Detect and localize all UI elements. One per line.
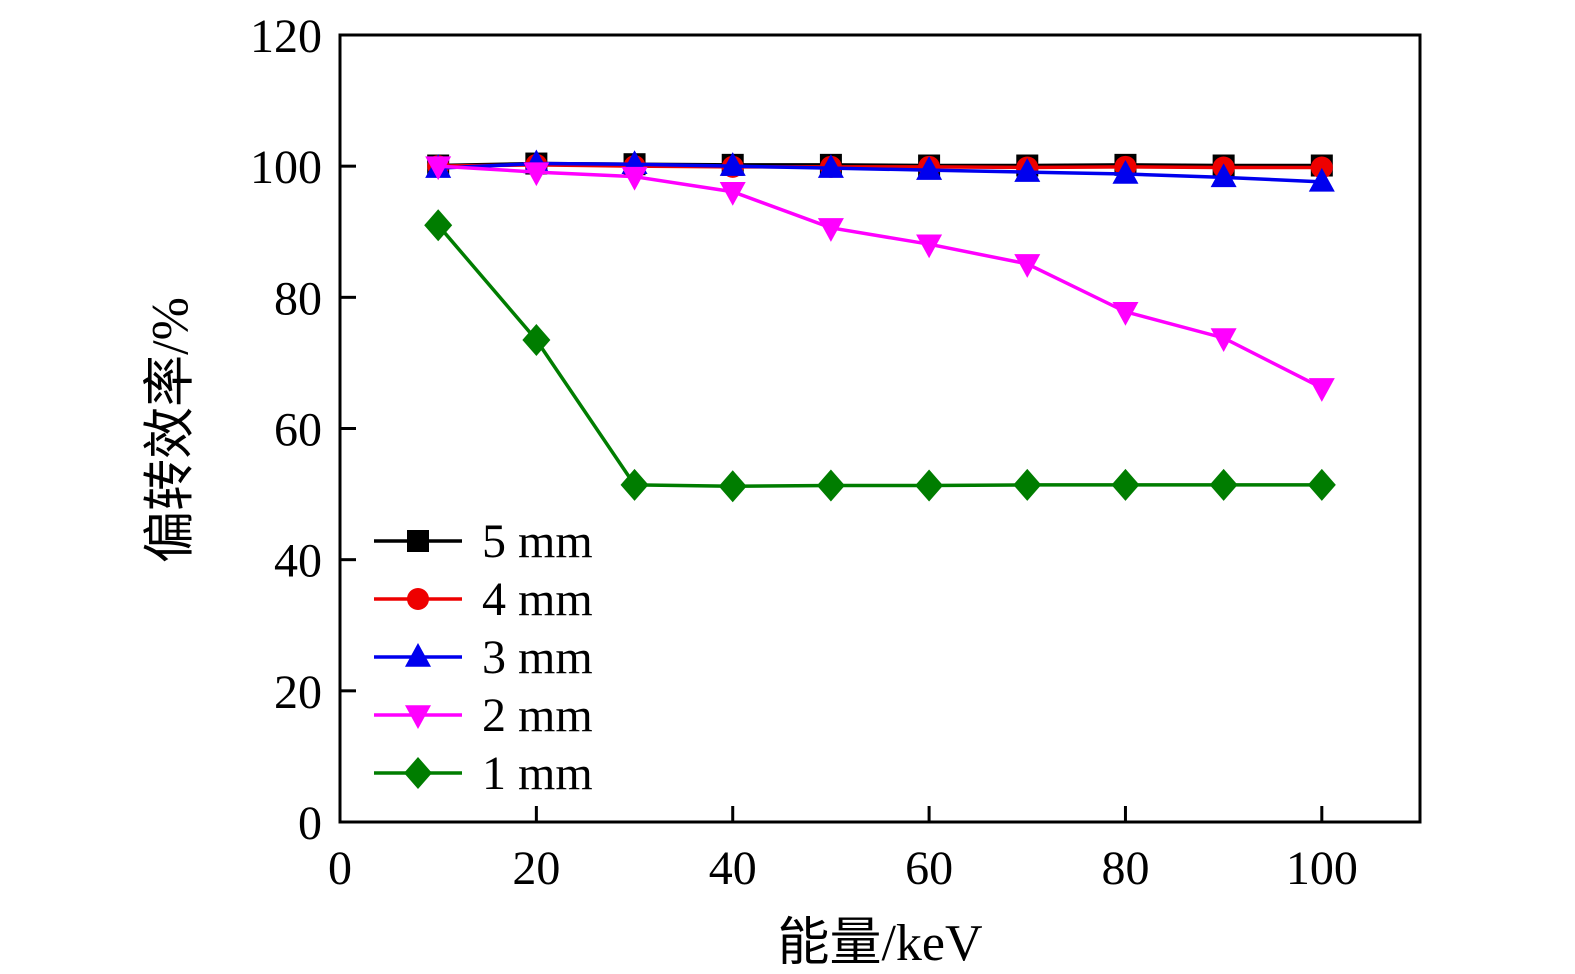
x-tick-label: 60 xyxy=(905,842,953,895)
marker-triangle-up xyxy=(1014,158,1041,182)
marker-diamond xyxy=(1111,468,1140,501)
legend-marker-triangle-up xyxy=(374,643,462,667)
y-tick-label: 20 xyxy=(274,666,322,719)
marker-diamond xyxy=(522,323,551,356)
legend: 5 mm 4 mm 3 mm 2 mm 1 mm xyxy=(372,512,593,802)
series-line xyxy=(436,224,1322,488)
legend-marker-triangle-down xyxy=(374,705,462,729)
y-tick-label: 40 xyxy=(274,535,322,588)
marker-triangle-down xyxy=(425,156,452,181)
y-tick-label: 80 xyxy=(274,272,322,325)
marker-triangle-down xyxy=(1112,302,1139,326)
x-axis-label: 能量/keV xyxy=(777,915,983,972)
marker-diamond xyxy=(404,757,432,789)
marker-diamond xyxy=(1307,468,1336,501)
marker-triangle-up xyxy=(405,643,431,667)
legend-item-2-mm: 2 mm xyxy=(372,686,593,744)
marker-circle xyxy=(407,588,429,610)
legend-label: 4 mm xyxy=(482,572,593,626)
marker-diamond xyxy=(424,209,453,242)
marker-triangle-up xyxy=(916,156,943,180)
x-tick-label: 0 xyxy=(328,842,352,895)
marker-triangle-up xyxy=(1308,167,1335,192)
series-line xyxy=(438,161,1322,184)
marker-triangle-down xyxy=(1210,328,1237,352)
legend-marker-square xyxy=(374,530,462,552)
legend-label: 5 mm xyxy=(482,514,593,568)
y-tick-label: 100 xyxy=(250,141,322,194)
marker-diamond xyxy=(620,468,649,501)
series-1-mm xyxy=(424,209,1336,503)
marker-triangle-up xyxy=(817,154,844,178)
marker-triangle-down xyxy=(719,181,746,206)
marker-triangle-down xyxy=(405,705,431,729)
marker-triangle-down xyxy=(1014,254,1041,278)
legend-item-1-mm: 1 mm xyxy=(372,744,593,802)
legend-item-3-mm: 3 mm xyxy=(372,628,593,686)
legend-label: 2 mm xyxy=(482,688,593,742)
marker-diamond xyxy=(915,469,944,502)
marker-triangle-down xyxy=(817,218,844,242)
marker-triangle-down xyxy=(523,162,550,187)
x-tick-label: 20 xyxy=(512,842,560,895)
x-tick-label: 100 xyxy=(1286,842,1358,895)
x-tick-label: 40 xyxy=(709,842,757,895)
legend-marker-circle xyxy=(374,588,462,610)
marker-diamond xyxy=(718,470,747,503)
legend-label: 1 mm xyxy=(482,746,593,800)
series-2-mm xyxy=(425,156,1335,402)
y-tick-label: 120 xyxy=(250,10,322,63)
marker-square xyxy=(407,530,429,552)
series-3-mm xyxy=(425,149,1335,192)
legend-item-5-mm: 5 mm xyxy=(372,512,593,570)
marker-diamond xyxy=(1209,468,1238,501)
x-tick-label: 80 xyxy=(1101,842,1149,895)
legend-label: 3 mm xyxy=(482,630,593,684)
marker-triangle-down xyxy=(621,166,648,191)
marker-triangle-up xyxy=(719,152,746,176)
y-tick-label: 60 xyxy=(274,404,322,457)
marker-diamond xyxy=(1013,468,1042,501)
marker-diamond xyxy=(816,469,845,502)
series-line xyxy=(438,164,1323,390)
marker-circle xyxy=(1310,156,1333,179)
legend-marker-diamond xyxy=(374,757,462,789)
marker-triangle-up xyxy=(1210,163,1237,188)
legend-item-4-mm: 4 mm xyxy=(372,570,593,628)
marker-triangle-up xyxy=(1112,160,1139,184)
marker-triangle-down xyxy=(916,234,943,259)
marker-triangle-down xyxy=(1308,378,1335,402)
y-axis-label: 偏转效率/% xyxy=(142,297,200,563)
y-tick-label: 0 xyxy=(298,797,322,850)
